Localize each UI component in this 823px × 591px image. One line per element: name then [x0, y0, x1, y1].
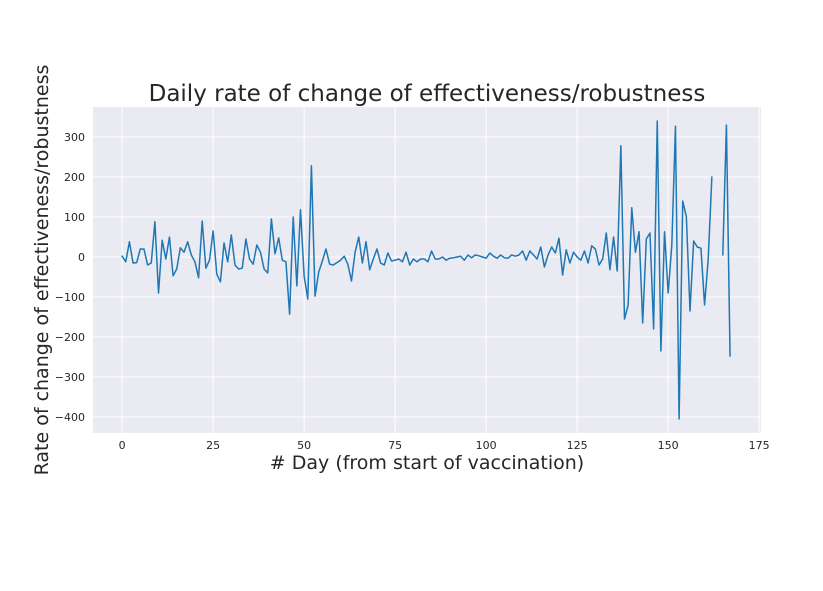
x-tick-label: 25 — [206, 439, 220, 452]
y-tick-label: 300 — [64, 131, 85, 144]
x-tick-label: 50 — [297, 439, 311, 452]
series-line-group — [121, 120, 731, 420]
y-axis-label: Rate of change of effectiveness/robustne… — [31, 65, 53, 476]
x-tick-label: 125 — [567, 439, 588, 452]
x-tick-label: 175 — [749, 439, 770, 452]
y-tick-label: 200 — [64, 171, 85, 184]
chart-title: Daily rate of change of effectiveness/ro… — [149, 81, 706, 107]
y-tick-label: −100 — [55, 291, 85, 304]
gridlines — [93, 107, 761, 433]
y-tick-label: −200 — [55, 331, 85, 344]
x-tick-label: 100 — [476, 439, 497, 452]
y-tick-label: −300 — [55, 371, 85, 384]
y-tick-label: 100 — [64, 211, 85, 224]
x-tick-labels: 0 25 50 75 100 125 150 175 — [119, 439, 770, 452]
series-line — [121, 120, 731, 420]
y-tick-label: 0 — [78, 251, 85, 264]
x-tick-label: 0 — [119, 439, 126, 452]
plot-background — [93, 107, 761, 433]
x-tick-label: 150 — [658, 439, 679, 452]
y-tick-label: −400 — [55, 411, 85, 424]
y-tick-labels: −400 −300 −200 −100 0 100 200 300 — [55, 131, 85, 424]
x-tick-label: 75 — [388, 439, 402, 452]
x-axis-label: # Day (from start of vaccination) — [270, 452, 584, 474]
